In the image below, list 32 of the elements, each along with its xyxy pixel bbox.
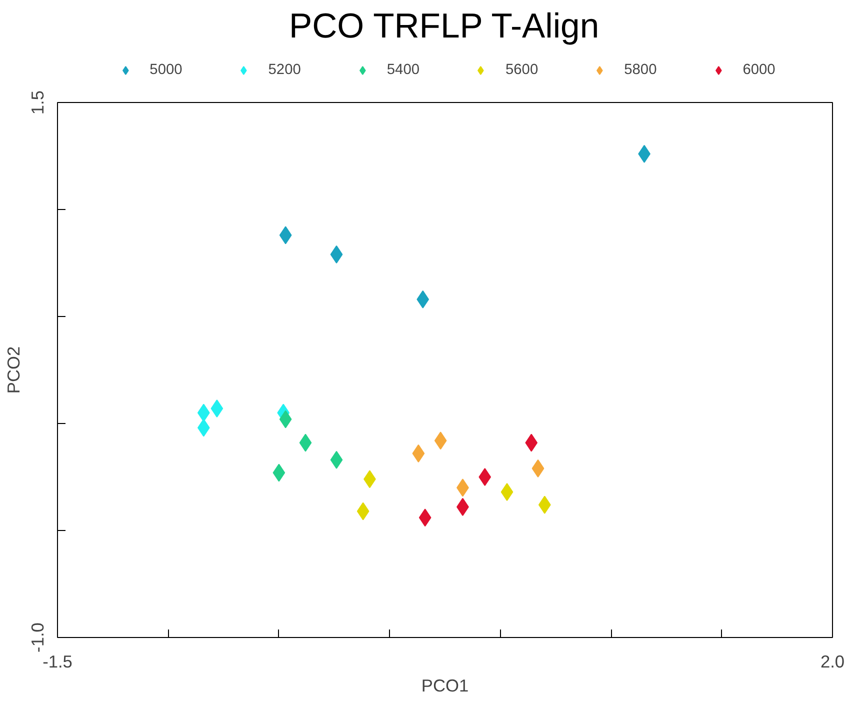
point	[532, 459, 544, 478]
x-tick-label: 2.0	[820, 652, 845, 672]
point	[272, 464, 286, 482]
legend-label: 5200	[268, 62, 301, 78]
y-tick-label: 1.5	[28, 90, 48, 115]
point	[478, 468, 492, 486]
point	[330, 450, 343, 469]
point	[538, 496, 551, 514]
point	[197, 404, 210, 422]
point	[279, 410, 292, 428]
legend-label: 5400	[386, 62, 420, 78]
point	[210, 400, 224, 418]
point	[299, 434, 312, 452]
point	[525, 434, 538, 452]
point	[279, 226, 292, 244]
legend-label: 6000	[742, 62, 776, 78]
y-axis-title: PCO2	[4, 346, 24, 394]
x-tick-label: -1.5	[42, 652, 72, 672]
point	[356, 502, 370, 520]
y-tick-label: -1.0	[28, 622, 48, 652]
point	[412, 444, 425, 462]
point	[418, 508, 432, 527]
chart-title: PCO TRFLP T-Align	[289, 8, 600, 46]
legend-label: 5000	[150, 62, 182, 78]
legend-label: 5600	[506, 62, 538, 78]
point	[197, 418, 210, 437]
point	[330, 245, 343, 264]
point	[500, 482, 514, 501]
point	[416, 290, 430, 308]
legend-label: 5800	[624, 62, 657, 78]
x-axis-title: PCO1	[421, 676, 469, 696]
point	[434, 432, 447, 450]
